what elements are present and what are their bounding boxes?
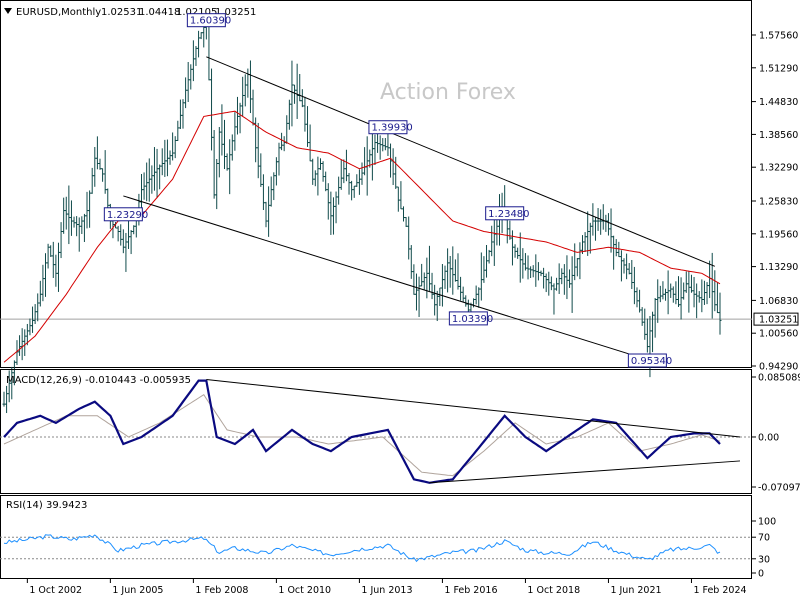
time-axis-tick-label: 1 Feb 2008 [195,585,248,596]
rsi-plot-area [0,534,752,563]
rsi-header: RSI(14) 39.9423 [6,500,87,511]
macd-panel-frame [0,369,752,494]
macd-y-tick-label: -0.070977 [758,483,800,494]
macd-trendline-1 [429,460,741,484]
macd-main-line [3,379,721,484]
price-y-tick-label: 1.00560 [759,329,798,340]
price-y-tick-label: 1.57560 [759,31,798,42]
price-y-tick-label: 1.44830 [759,97,798,108]
level-label-box [485,206,525,221]
level-label: 0.95340 [631,356,672,367]
time-axis-tick-label: 1 Feb 2016 [444,585,497,596]
level-label-box [186,13,226,28]
price-trendline-1 [123,195,648,361]
price-y-tick-label: 1.19560 [759,229,798,240]
level-label-box [448,311,488,326]
time-axis-tick-label: 1 Jun 2013 [361,585,412,596]
symbol-label: EURUSD,Monthly [16,7,101,18]
rsi-y-tick-label: 0 [758,569,764,580]
current-price-label: 1.03251 [759,315,798,326]
triangle-down-icon[interactable] [4,8,12,14]
level-label-box [368,120,408,135]
ohlc-low: 1.02105 [176,7,217,18]
ohlc-close: 1.03251 [215,7,256,18]
rsi-y-tick-label: 70 [758,533,770,544]
price-y-axis: 1.57560 1.51290 1.44830 1.38560 1.32290 1.258… [752,31,799,373]
macd-y-tick-label: 0.085089 [758,373,800,384]
price-plot-area: 1.60390 1.39930 1.23290 1.23480 1.03390 0.953… [0,13,752,414]
level-label: 1.23290 [107,210,148,221]
rsi-y-tick-label: 100 [758,517,776,528]
time-axis-tick-label: 1 Oct 2010 [278,585,331,596]
level-label: 1.60390 [190,16,231,27]
price-y-tick-label: 1.51290 [759,63,798,74]
time-axis: 1 Oct 2002 1 Jun 2005 1 Feb 2008 1 Oct 2010… [26,579,747,596]
time-axis-tick-label: 1 Oct 2018 [527,585,580,596]
ohlc-open: 1.02531 [101,7,142,18]
time-axis-tick-label: 1 Jun 2005 [112,585,163,596]
macd-trendline-0 [206,379,741,438]
macd-panel: MACD(12,26,9) -0.010443 -0.005935 0.0850… [0,369,800,494]
price-trendline-0 [206,56,716,267]
rsi-line [3,534,721,563]
level-label-box [627,353,667,368]
price-y-tick-label: 1.06830 [759,296,798,307]
price-y-tick-label: 1.25830 [759,196,798,207]
macd-signal-line [3,394,721,477]
rsi-y-tick-label: 30 [758,554,770,565]
current-price-tag [753,312,799,326]
level-label-box [103,207,143,222]
level-label: 1.03390 [452,314,493,325]
macd-header: MACD(12,26,9) -0.010443 -0.005935 [6,375,191,386]
time-axis-tick-label: 1 Feb 2024 [693,585,746,596]
price-panel-frame [0,0,752,368]
price-y-tick-label: 0.94290 [759,362,798,373]
rsi-panel: RSI(14) 39.9423 100 70 30 0 [0,495,776,580]
price-y-tick-label: 1.13290 [759,262,798,273]
time-axis-tick-label: 1 Jun 2021 [610,585,661,596]
price-y-tick-label: 1.38560 [759,130,798,141]
time-axis-tick-label: 1 Oct 2002 [29,585,82,596]
level-label: 1.39930 [371,123,412,134]
macd-plot-area [0,379,752,484]
macd-y-axis: 0.085089 0.00 -0.070977 [752,373,800,494]
watermark: Action Forex [380,80,516,105]
rsi-y-axis: 100 70 30 0 [752,517,776,580]
level-label: 1.23480 [488,209,529,220]
price-panel: EURUSD,Monthly 1.02531 1.04418 1.02105 1… [0,0,799,414]
macd-y-tick-label: 0.00 [758,432,779,443]
price-y-tick-label: 1.32290 [759,163,798,174]
ohlc-high: 1.04418 [139,7,180,18]
